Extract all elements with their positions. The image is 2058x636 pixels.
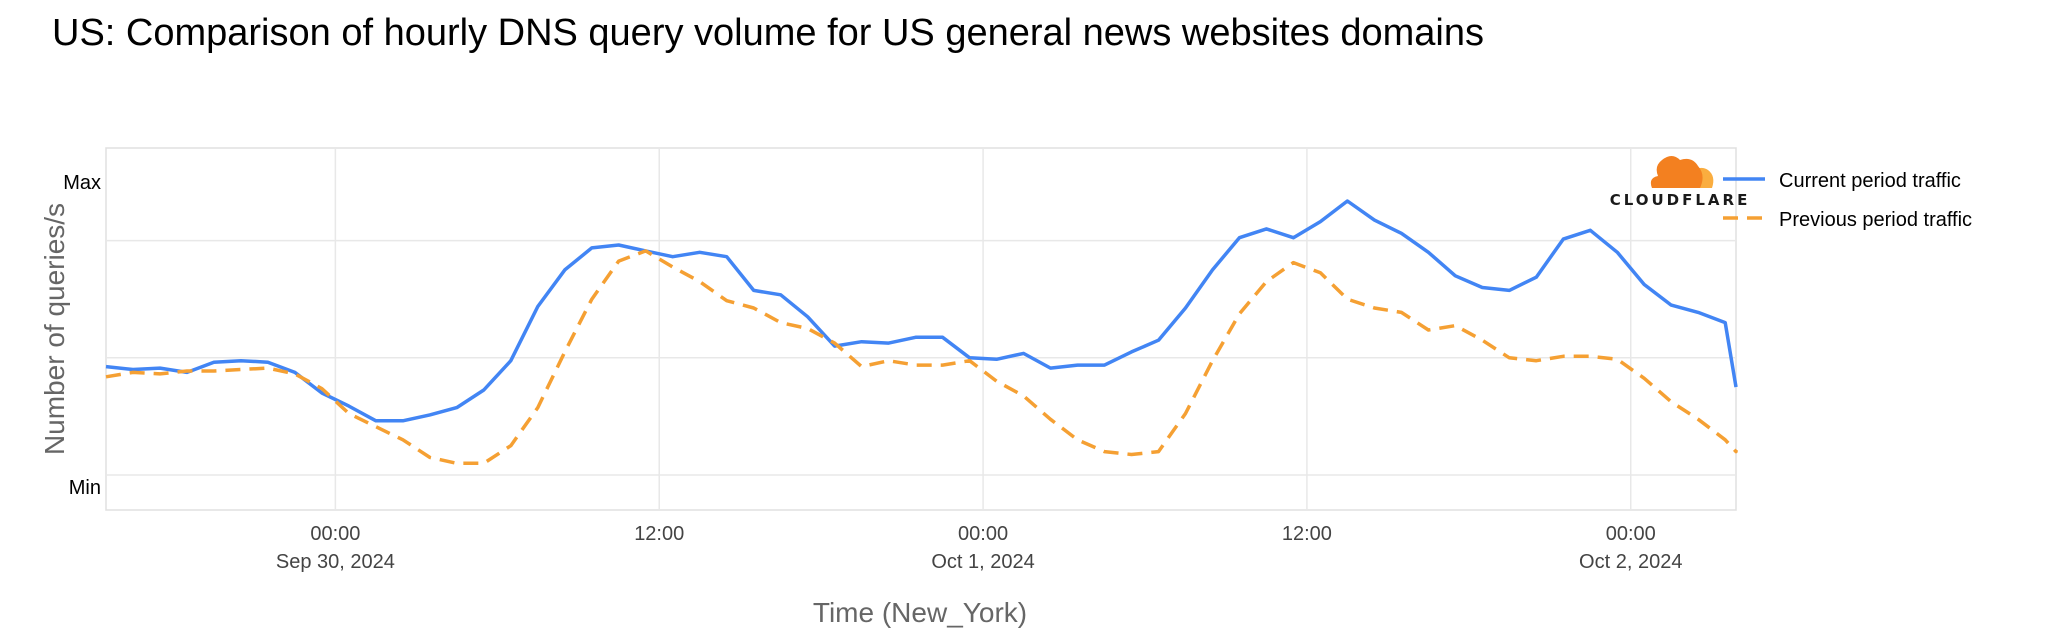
series-line-previous: [105, 249, 1738, 466]
x-tick-label-time: 00:00: [310, 523, 360, 545]
x-tick-label-time: 12:00: [634, 523, 684, 545]
x-tick-label-time: 12:00: [1282, 523, 1332, 545]
x-tick-label-date: Sep 30, 2024: [276, 551, 395, 573]
plot-frame: [105, 147, 1737, 511]
y-tick-label-max: Max: [63, 172, 101, 194]
cloudflare-logo: CLOUDFLARE: [1610, 156, 1751, 209]
y-tick-label-min: Min: [69, 477, 101, 499]
x-tick-label-date: Oct 1, 2024: [931, 551, 1034, 573]
y-axis-labels: Max Min: [63, 172, 101, 499]
x-axis-title: Time (New_York): [813, 597, 1027, 628]
series-lines: [105, 199, 1738, 466]
x-tick-label-time: 00:00: [1606, 523, 1656, 545]
chart-title: US: Comparison of hourly DNS query volum…: [52, 12, 1484, 54]
legend-item-previous: Previous period traffic: [1723, 209, 1972, 231]
x-axis-ticks: 00:00 Sep 30, 2024 12:00 00:00 Oct 1, 2024 12…: [276, 523, 1683, 573]
legend-label-current: Current period traffic: [1779, 170, 1961, 192]
x-tick-label-time: 00:00: [958, 523, 1008, 545]
series-line-current: [105, 199, 1738, 423]
plot-border: [105, 147, 1737, 511]
grid-lines: [106, 148, 1736, 510]
cloud-icon: [1650, 156, 1714, 188]
legend-item-current: Current period traffic: [1723, 170, 1961, 192]
legend-label-previous: Previous period traffic: [1779, 209, 1972, 231]
cloudflare-wordmark: CLOUDFLARE: [1610, 191, 1751, 209]
x-tick-label-date: Oct 2, 2024: [1579, 551, 1682, 573]
y-axis-title: Number of queries/s: [39, 203, 70, 455]
legend: Current period traffic Previous period t…: [1723, 170, 1972, 231]
